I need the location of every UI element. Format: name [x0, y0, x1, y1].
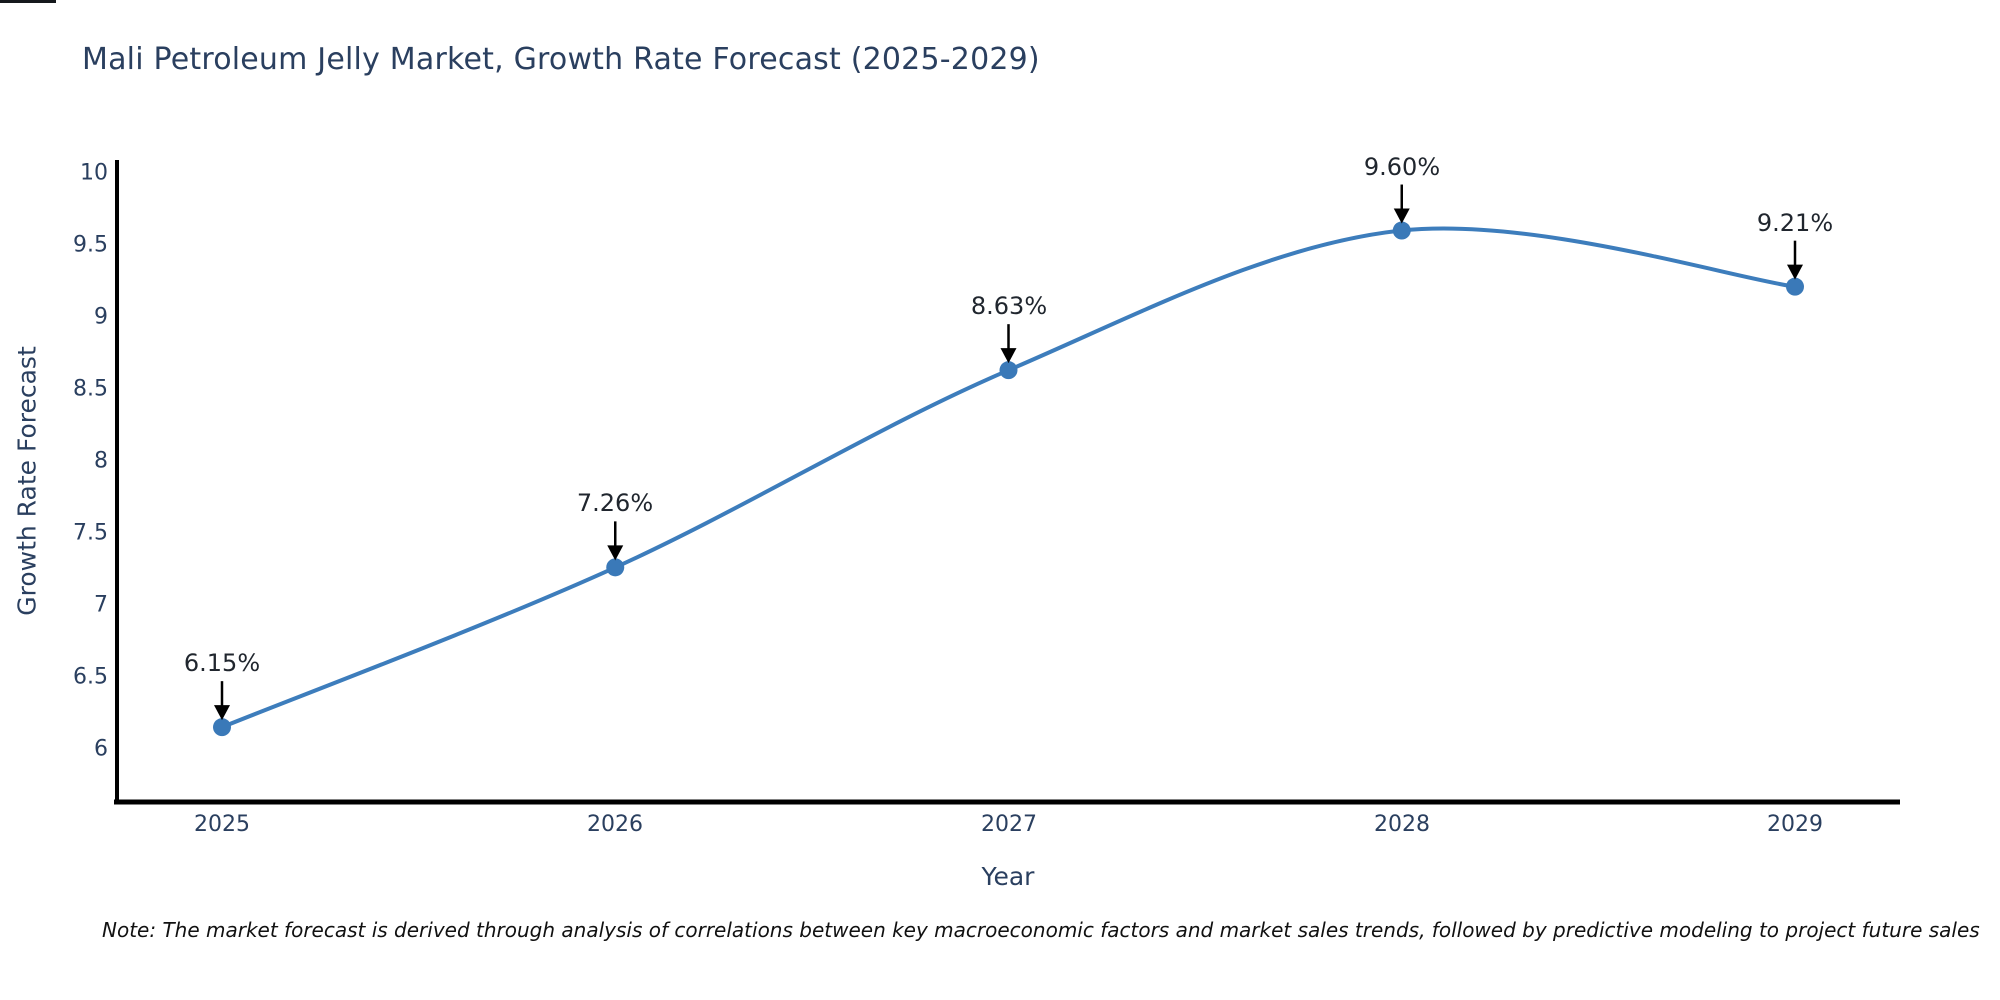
annotation-arrowhead: [1000, 348, 1017, 364]
y-tick-label: 7.5: [73, 520, 108, 546]
y-tick-label: 6.5: [73, 664, 108, 690]
x-tick-label: 2028: [1374, 812, 1430, 837]
x-tick-label: 2026: [587, 812, 643, 837]
screenshot-artifact: [0, 0, 56, 3]
data-point-label: 9.21%: [1756, 209, 1834, 237]
annotation-arrowhead: [607, 545, 624, 561]
footnote: Note: The market forecast is derived thr…: [102, 918, 1980, 942]
x-axis-title: Year: [981, 862, 1035, 891]
data-point-label: 6.15%: [183, 649, 261, 677]
x-tick-label: 2025: [194, 812, 250, 837]
annotation-arrowhead: [214, 705, 230, 721]
data-point-marker: [999, 361, 1018, 380]
y-tick-label: 10: [80, 160, 108, 186]
data-point-marker: [1786, 277, 1804, 296]
data-point-marker: [1392, 221, 1411, 240]
y-tick-label: 6: [94, 736, 108, 762]
annotation-arrowhead: [1787, 264, 1803, 280]
data-point-marker: [606, 558, 625, 577]
data-point-label: 8.63%: [970, 292, 1048, 320]
data-point-label: 9.60%: [1363, 153, 1441, 181]
data-point-marker: [213, 718, 231, 737]
x-tick-label: 2027: [981, 812, 1037, 837]
data-point-label: 7.26%: [576, 489, 654, 517]
y-tick-label: 9: [94, 304, 108, 330]
x-tick-label: 2029: [1767, 812, 1823, 837]
chart-title: Mali Petroleum Jelly Market, Growth Rate…: [82, 42, 1040, 77]
y-tick-label: 7: [94, 592, 108, 618]
y-tick-label: 8: [94, 448, 108, 474]
annotation-arrowhead: [1393, 208, 1410, 224]
y-tick-label: 8.5: [73, 376, 108, 402]
y-tick-label: 9.5: [73, 232, 108, 258]
